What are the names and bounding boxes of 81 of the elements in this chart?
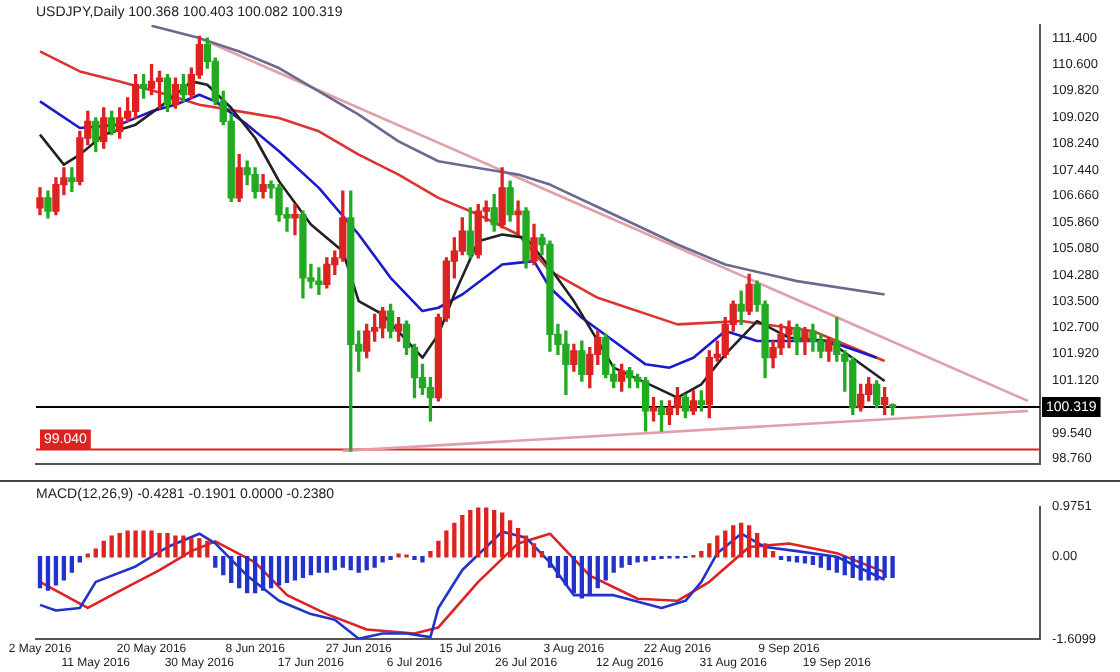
bar: [627, 556, 632, 566]
bar: [284, 556, 290, 584]
bar: [484, 507, 489, 558]
bar: [579, 556, 584, 599]
bar: [890, 556, 895, 578]
bar: [818, 556, 824, 568]
bar: [93, 548, 98, 558]
bar: [603, 556, 608, 581]
bar: [364, 556, 369, 571]
bar: [643, 556, 648, 562]
bar: [69, 556, 75, 573]
bar: [723, 530, 728, 558]
bar: [37, 556, 43, 589]
bar: [197, 538, 202, 558]
bar: [61, 556, 67, 581]
bar: [850, 556, 855, 578]
bar: [555, 556, 561, 578]
bar: [300, 556, 306, 578]
bar: [221, 556, 226, 576]
bar: [810, 556, 816, 566]
bar: [348, 556, 353, 571]
bar: [531, 543, 537, 558]
bar: [245, 556, 250, 594]
bar: [157, 533, 162, 558]
bar: [571, 556, 577, 594]
bar: [141, 530, 146, 558]
bar: [563, 556, 569, 586]
bar: [260, 556, 266, 591]
bar: [77, 556, 82, 563]
bar: [420, 556, 425, 563]
bar: [252, 556, 258, 594]
bar: [866, 556, 871, 581]
bar: [587, 556, 592, 596]
bar: [547, 556, 553, 568]
bar: [237, 556, 242, 589]
bar: [332, 556, 337, 571]
bar: [444, 530, 449, 558]
bar: [117, 533, 122, 558]
bar: [292, 556, 298, 581]
bar: [492, 509, 497, 558]
bar: [595, 556, 600, 589]
candlestick: [291, 203, 299, 236]
bar: [699, 550, 704, 558]
bar: [842, 556, 847, 576]
bar: [452, 522, 457, 558]
bar: [53, 556, 59, 586]
bar: [786, 556, 792, 562]
bar: [794, 556, 800, 563]
candlestick: [514, 200, 522, 236]
bar: [340, 556, 345, 568]
bar: [189, 538, 194, 558]
bar: [476, 507, 481, 558]
bar: [45, 556, 51, 591]
bar: [834, 556, 839, 573]
bar: [380, 556, 385, 563]
bar: [276, 556, 282, 586]
bar: [826, 556, 831, 571]
bar: [356, 556, 361, 573]
bar: [762, 543, 768, 558]
bar: [858, 556, 863, 581]
bar: [372, 556, 377, 568]
bar: [316, 556, 322, 573]
bar: [619, 556, 624, 568]
bar: [707, 543, 712, 558]
bar: [213, 556, 218, 568]
bar: [133, 530, 138, 558]
bar: [149, 530, 154, 558]
bar: [874, 556, 879, 581]
bar: [268, 556, 274, 589]
bar: [460, 515, 465, 558]
bar: [125, 530, 130, 558]
candlestick: [315, 267, 323, 296]
candlestick: [68, 167, 76, 192]
bar: [611, 556, 616, 573]
bar: [635, 556, 640, 563]
bar: [229, 556, 234, 584]
bar: [802, 556, 808, 564]
bar: [308, 556, 314, 576]
bar: [165, 533, 170, 558]
bar: [324, 556, 329, 573]
bar: [468, 509, 473, 558]
